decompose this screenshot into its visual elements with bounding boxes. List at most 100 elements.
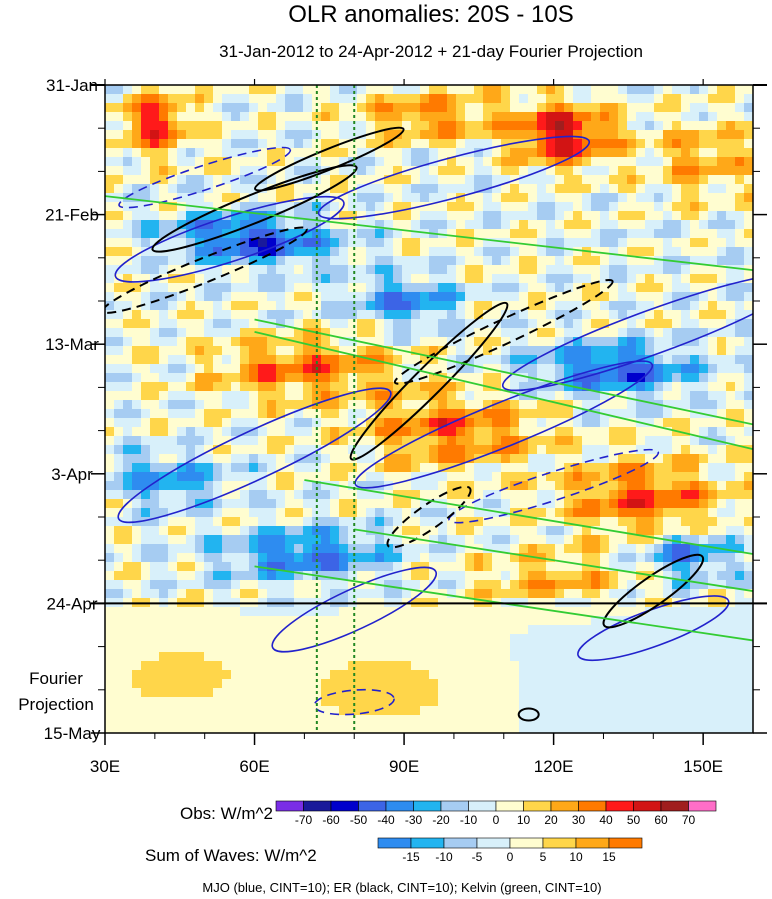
field-cell bbox=[618, 562, 628, 572]
field-cell bbox=[267, 202, 277, 212]
field-cell bbox=[663, 670, 673, 680]
field-cell bbox=[600, 310, 610, 320]
field-cell bbox=[447, 670, 457, 680]
field-cell bbox=[393, 427, 403, 437]
field-cell bbox=[105, 625, 115, 635]
field-cell bbox=[654, 625, 664, 635]
field-cell bbox=[420, 634, 430, 644]
field-cell bbox=[447, 382, 457, 392]
field-cell bbox=[339, 94, 349, 104]
field-cell bbox=[735, 409, 745, 419]
field-cell bbox=[600, 355, 610, 365]
field-cell bbox=[681, 85, 691, 95]
field-cell bbox=[645, 526, 655, 536]
field-cell bbox=[627, 175, 637, 185]
field-cell bbox=[321, 454, 331, 464]
field-cell bbox=[546, 436, 556, 446]
field-cell bbox=[204, 247, 214, 257]
field-cell bbox=[429, 562, 439, 572]
field-cell bbox=[330, 706, 340, 716]
field-cell bbox=[330, 355, 340, 365]
field-cell bbox=[240, 337, 250, 347]
field-cell bbox=[564, 229, 574, 239]
field-cell bbox=[267, 643, 277, 653]
field-cell bbox=[681, 112, 691, 122]
field-cell bbox=[681, 382, 691, 392]
field-cell bbox=[456, 121, 466, 131]
field-cell bbox=[654, 130, 664, 140]
field-cell bbox=[195, 688, 205, 698]
field-cell bbox=[375, 661, 385, 671]
field-cell bbox=[456, 643, 466, 653]
field-cell bbox=[699, 139, 709, 149]
field-cell bbox=[258, 481, 268, 491]
field-cell bbox=[321, 445, 331, 455]
field-cell bbox=[204, 490, 214, 500]
field-cell bbox=[528, 337, 538, 347]
field-cell bbox=[492, 229, 502, 239]
field-cell bbox=[438, 670, 448, 680]
field-cell bbox=[744, 211, 753, 221]
field-cell bbox=[222, 310, 232, 320]
field-cell bbox=[546, 463, 556, 473]
field-cell bbox=[411, 373, 421, 383]
field-cell bbox=[141, 517, 151, 527]
field-cell bbox=[537, 643, 547, 653]
field-cell bbox=[636, 562, 646, 572]
field-cell bbox=[204, 355, 214, 365]
field-cell bbox=[654, 616, 664, 626]
field-cell bbox=[213, 472, 223, 482]
field-cell bbox=[420, 94, 430, 104]
field-cell bbox=[393, 184, 403, 194]
field-cell bbox=[231, 706, 241, 716]
field-cell bbox=[681, 211, 691, 221]
field-cell bbox=[438, 409, 448, 419]
field-cell bbox=[699, 211, 709, 221]
field-cell bbox=[600, 544, 610, 554]
field-cell bbox=[546, 535, 556, 545]
field-cell bbox=[204, 292, 214, 302]
field-cell bbox=[177, 589, 187, 599]
field-cell bbox=[132, 256, 142, 266]
field-cell bbox=[222, 238, 232, 248]
field-cell bbox=[654, 265, 664, 275]
field-cell bbox=[123, 175, 133, 185]
field-cell bbox=[132, 148, 142, 158]
field-cell bbox=[159, 580, 169, 590]
field-cell bbox=[483, 400, 493, 410]
field-cell bbox=[258, 256, 268, 266]
field-cell bbox=[546, 607, 556, 617]
field-cell bbox=[231, 499, 241, 509]
field-cell bbox=[474, 139, 484, 149]
field-cell bbox=[177, 346, 187, 356]
field-cell bbox=[168, 427, 178, 437]
field-cell bbox=[519, 364, 529, 374]
field-cell bbox=[564, 166, 574, 176]
field-cell bbox=[204, 85, 214, 95]
field-cell bbox=[645, 85, 655, 95]
field-cell bbox=[258, 652, 268, 662]
field-cell bbox=[663, 409, 673, 419]
field-cell bbox=[204, 472, 214, 482]
field-cell bbox=[456, 166, 466, 176]
field-cell bbox=[420, 697, 430, 707]
field-cell bbox=[132, 553, 142, 563]
field-cell bbox=[321, 310, 331, 320]
field-cell bbox=[141, 229, 151, 239]
field-cell bbox=[438, 616, 448, 626]
field-cell bbox=[708, 310, 718, 320]
field-cell bbox=[393, 346, 403, 356]
field-cell bbox=[294, 211, 304, 221]
field-cell bbox=[141, 427, 151, 437]
field-cell bbox=[465, 445, 475, 455]
field-cell bbox=[384, 220, 394, 230]
field-cell bbox=[654, 274, 664, 284]
field-cell bbox=[159, 517, 169, 527]
field-cell bbox=[546, 571, 556, 581]
field-cell bbox=[573, 310, 583, 320]
field-cell bbox=[357, 688, 367, 698]
field-cell bbox=[114, 553, 124, 563]
field-cell bbox=[357, 634, 367, 644]
field-cell bbox=[447, 688, 457, 698]
field-cell bbox=[204, 400, 214, 410]
